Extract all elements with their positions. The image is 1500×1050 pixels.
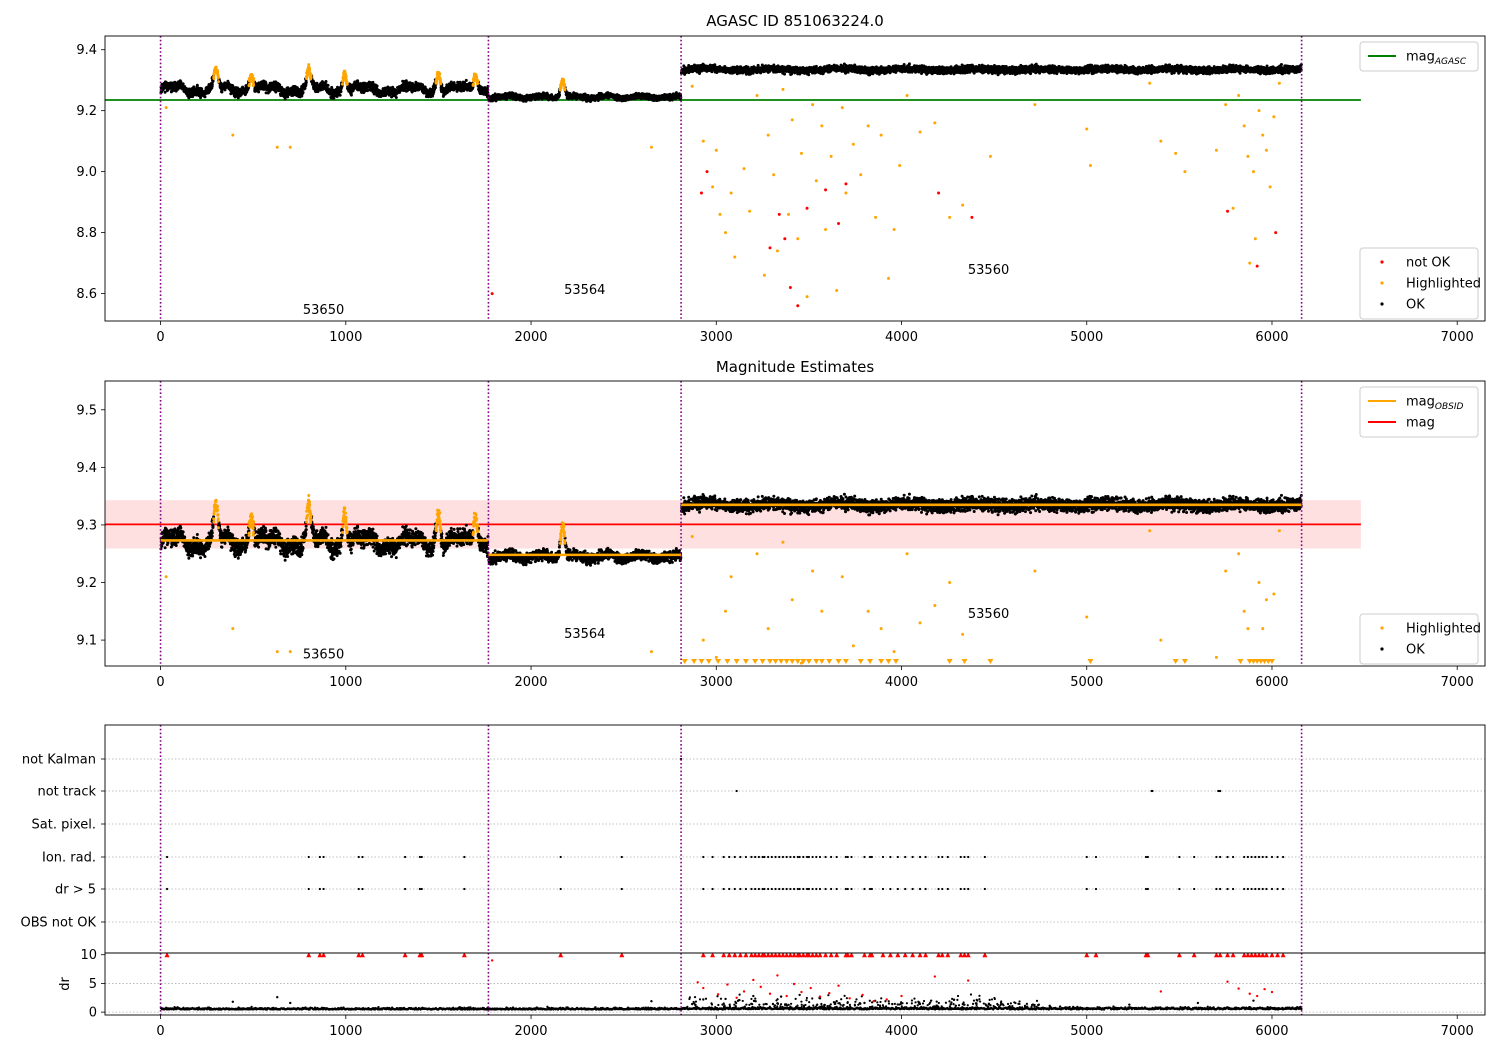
- ok-point: [558, 93, 562, 97]
- ok-point: [304, 81, 308, 85]
- ok-point: [278, 83, 282, 87]
- ok-point: [274, 90, 278, 94]
- ok-point: [315, 81, 319, 85]
- ok-point: [181, 82, 185, 86]
- ok-point: [210, 82, 214, 86]
- ok-point: [783, 72, 787, 76]
- figure-title: AGASC ID 851063224.0: [706, 12, 884, 30]
- ok-point: [375, 84, 379, 88]
- ok-point: [163, 90, 167, 94]
- ok-point: [324, 80, 328, 84]
- ok-point: [211, 79, 215, 83]
- ok-point: [195, 83, 199, 87]
- ok-point: [349, 93, 353, 97]
- ok-point: [192, 85, 196, 89]
- ok-point: [433, 86, 437, 90]
- ok-point: [220, 90, 224, 94]
- ok-point: [339, 90, 343, 94]
- ok-point: [326, 83, 330, 87]
- ok-point: [264, 81, 268, 85]
- ok-point: [301, 90, 305, 94]
- ok-point: [394, 95, 398, 99]
- ok-point: [203, 95, 207, 99]
- ok-point: [464, 78, 468, 82]
- ok-point: [807, 73, 811, 77]
- ok-point: [231, 85, 235, 89]
- ok-point: [332, 96, 336, 100]
- ok-point: [257, 90, 261, 94]
- plot-area: [105, 36, 1361, 321]
- ok-point: [756, 63, 760, 67]
- ok-point: [338, 93, 342, 97]
